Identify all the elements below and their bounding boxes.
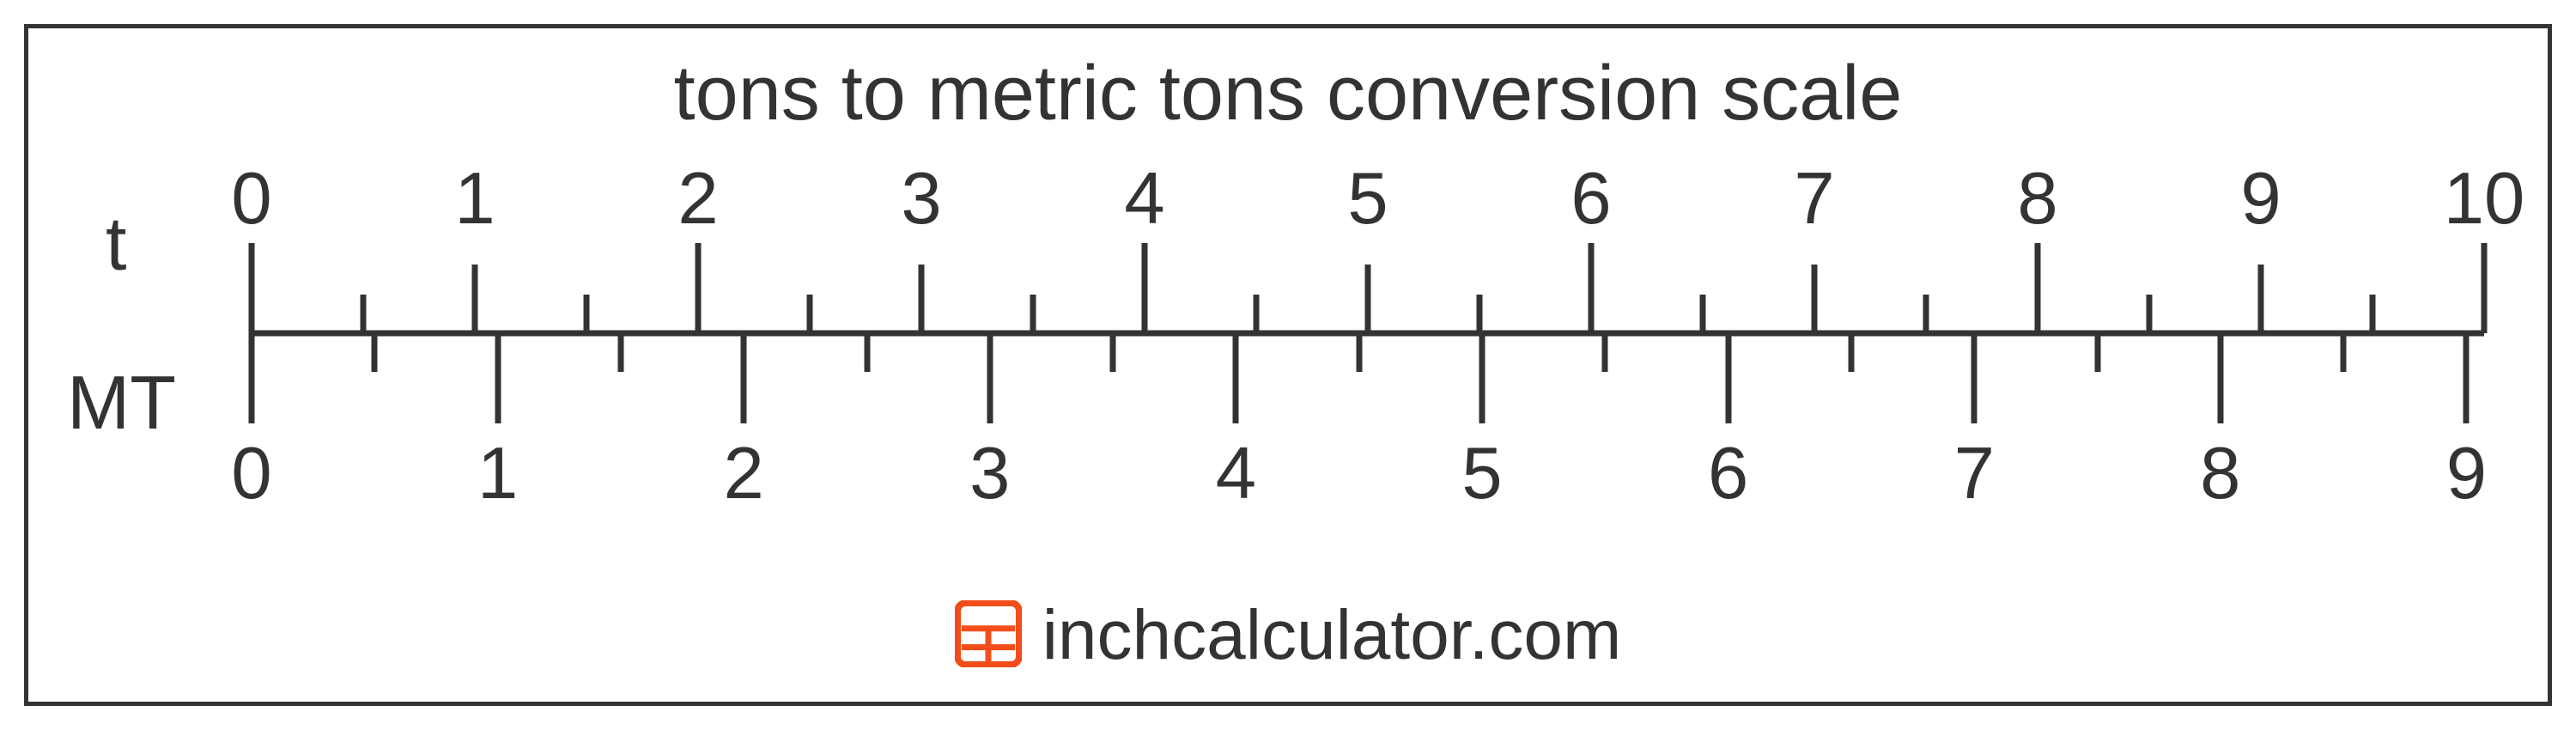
bottom-minor-tick bbox=[1356, 333, 1362, 372]
conversion-scale: 0123456789100123456789 bbox=[252, 333, 2484, 334]
top-minor-tick bbox=[1477, 295, 1483, 333]
bottom-major-tick bbox=[1233, 333, 1239, 423]
top-minor-tick bbox=[807, 295, 813, 333]
top-med-tick bbox=[919, 265, 925, 333]
top-minor-tick bbox=[584, 295, 590, 333]
bottom-minor-tick bbox=[864, 333, 870, 372]
top-tick-label: 0 bbox=[231, 157, 271, 241]
site-name: inchcalculator.com bbox=[1042, 595, 1622, 676]
bottom-minor-tick bbox=[2341, 333, 2347, 372]
top-med-tick bbox=[472, 265, 478, 333]
top-unit-label: t bbox=[106, 200, 126, 288]
bottom-tick-label: 9 bbox=[2446, 432, 2487, 516]
bottom-major-tick bbox=[1479, 333, 1485, 423]
top-tick-label: 4 bbox=[1124, 157, 1164, 241]
bottom-tick-label: 5 bbox=[1461, 432, 1502, 516]
top-minor-tick bbox=[1030, 295, 1036, 333]
bottom-minor-tick bbox=[1848, 333, 1854, 372]
bottom-tick-label: 3 bbox=[969, 432, 1010, 516]
bottom-tick-label: 7 bbox=[1954, 432, 1995, 516]
top-major-tick bbox=[2482, 243, 2488, 333]
top-major-tick bbox=[696, 243, 702, 333]
top-minor-tick bbox=[1254, 295, 1260, 333]
bottom-major-tick bbox=[2217, 333, 2223, 423]
top-med-tick bbox=[1365, 265, 1371, 333]
bottom-major-tick bbox=[2464, 333, 2470, 423]
calculator-icon bbox=[955, 600, 1022, 672]
bottom-minor-tick bbox=[1602, 333, 1608, 372]
top-minor-tick bbox=[2370, 295, 2376, 333]
top-major-tick bbox=[1142, 243, 1148, 333]
bottom-tick-label: 2 bbox=[724, 432, 764, 516]
top-tick-label: 7 bbox=[1794, 157, 1834, 241]
top-major-tick bbox=[249, 243, 255, 333]
top-tick-label: 1 bbox=[454, 157, 495, 241]
footer: inchcalculator.com bbox=[28, 595, 2548, 676]
top-tick-label: 6 bbox=[1571, 157, 1611, 241]
bottom-tick-label: 4 bbox=[1216, 432, 1256, 516]
top-minor-tick bbox=[2147, 295, 2153, 333]
top-tick-label: 2 bbox=[677, 157, 718, 241]
bottom-major-tick bbox=[741, 333, 747, 423]
top-med-tick bbox=[2258, 265, 2264, 333]
bottom-minor-tick bbox=[2094, 333, 2100, 372]
top-tick-label: 8 bbox=[2017, 157, 2057, 241]
top-tick-label: 9 bbox=[2240, 157, 2281, 241]
bottom-tick-label: 1 bbox=[477, 432, 518, 516]
bottom-tick-label: 6 bbox=[1708, 432, 1748, 516]
top-major-tick bbox=[1589, 243, 1595, 333]
top-minor-tick bbox=[1700, 295, 1706, 333]
top-minor-tick bbox=[1923, 295, 1929, 333]
bottom-major-tick bbox=[249, 333, 255, 423]
diagram-frame: tons to metric tons conversion scale t M… bbox=[24, 24, 2552, 706]
bottom-major-tick bbox=[987, 333, 993, 423]
top-med-tick bbox=[1812, 265, 1818, 333]
diagram-title: tons to metric tons conversion scale bbox=[28, 50, 2548, 138]
bottom-tick-label: 8 bbox=[2200, 432, 2240, 516]
bottom-minor-tick bbox=[372, 333, 378, 372]
top-major-tick bbox=[2035, 243, 2041, 333]
top-minor-tick bbox=[361, 295, 367, 333]
top-tick-label: 10 bbox=[2444, 157, 2525, 241]
bottom-unit-label: MT bbox=[67, 359, 176, 447]
top-tick-label: 5 bbox=[1347, 157, 1388, 241]
bottom-major-tick bbox=[1725, 333, 1731, 423]
bottom-major-tick bbox=[1971, 333, 1978, 423]
top-tick-label: 3 bbox=[901, 157, 941, 241]
bottom-minor-tick bbox=[617, 333, 623, 372]
bottom-tick-label: 0 bbox=[231, 432, 271, 516]
bottom-minor-tick bbox=[1110, 333, 1116, 372]
bottom-major-tick bbox=[495, 333, 501, 423]
